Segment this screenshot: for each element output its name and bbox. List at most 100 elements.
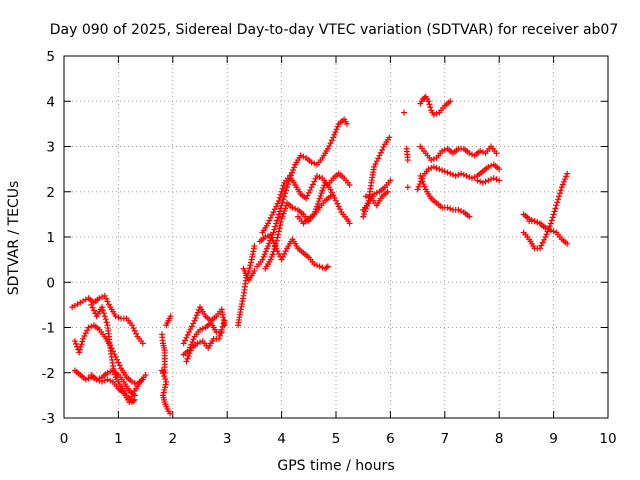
data-point xyxy=(556,190,563,197)
data-point xyxy=(279,199,286,206)
grid-lines xyxy=(64,56,608,418)
data-point xyxy=(485,177,492,184)
data-point xyxy=(362,205,369,212)
data-point xyxy=(197,339,203,346)
data-point xyxy=(187,326,194,333)
data-point xyxy=(316,263,323,270)
data-point xyxy=(371,191,378,198)
data-point xyxy=(313,203,320,210)
data-point xyxy=(312,175,319,182)
data-point xyxy=(479,149,486,156)
data-point xyxy=(384,188,391,195)
data-point xyxy=(273,245,280,252)
data-point xyxy=(248,259,254,266)
data-point xyxy=(77,343,84,350)
data-point xyxy=(139,340,146,347)
data-point xyxy=(288,169,295,176)
data-point xyxy=(564,170,571,177)
data-point xyxy=(281,250,288,257)
data-point xyxy=(466,213,473,220)
data-point xyxy=(308,184,315,191)
y-axis-label: SDTVAR / TECUs xyxy=(6,181,22,296)
data-point xyxy=(131,392,138,399)
data-point xyxy=(277,219,284,226)
data-point xyxy=(455,206,462,213)
y-tick-label: 1 xyxy=(46,230,55,246)
data-point xyxy=(361,210,368,217)
data-point xyxy=(100,310,107,317)
data-point xyxy=(167,410,174,417)
data-point xyxy=(365,194,372,201)
data-point xyxy=(280,196,287,203)
x-tick-label: 10 xyxy=(599,431,616,447)
data-point xyxy=(346,220,353,227)
data-point xyxy=(72,340,79,347)
data-point xyxy=(316,174,323,181)
data-point xyxy=(477,148,484,155)
data-point xyxy=(194,309,201,316)
data-point xyxy=(272,223,279,230)
data-point xyxy=(180,340,187,347)
data-point xyxy=(99,304,106,311)
data-points xyxy=(69,93,571,417)
data-point xyxy=(436,166,443,173)
data-point xyxy=(458,207,465,214)
data-point xyxy=(182,337,189,344)
data-point xyxy=(112,313,119,320)
data-point xyxy=(455,171,462,178)
data-point xyxy=(380,144,387,151)
data-point xyxy=(362,193,369,200)
data-point xyxy=(547,220,554,227)
data-point xyxy=(267,231,274,238)
data-point xyxy=(326,142,333,149)
data-point xyxy=(546,223,553,230)
data-point xyxy=(279,185,286,192)
data-point xyxy=(334,200,341,207)
data-point xyxy=(290,167,297,174)
data-point xyxy=(417,172,424,179)
data-point xyxy=(260,253,267,260)
data-point xyxy=(280,210,287,217)
data-point xyxy=(102,316,109,323)
data-point xyxy=(219,323,226,330)
data-point xyxy=(247,262,254,269)
data-point xyxy=(291,164,298,171)
data-point xyxy=(426,101,433,108)
data-point xyxy=(283,187,290,194)
chart-title: Day 090 of 2025, Sidereal Day-to-day VTE… xyxy=(50,22,619,38)
data-point xyxy=(103,295,110,302)
data-point xyxy=(289,204,296,211)
data-point xyxy=(275,250,282,257)
data-point xyxy=(158,367,165,374)
data-point xyxy=(474,177,481,184)
data-point xyxy=(311,160,318,167)
data-point xyxy=(105,301,112,308)
data-point xyxy=(85,324,92,331)
data-point xyxy=(550,228,557,235)
data-point xyxy=(271,206,278,213)
data-point xyxy=(220,320,227,327)
data-point xyxy=(550,211,557,218)
data-point xyxy=(265,220,271,227)
data-point xyxy=(305,189,312,196)
data-point xyxy=(246,265,253,272)
data-point xyxy=(548,217,555,224)
data-point xyxy=(186,329,193,336)
data-point xyxy=(560,178,567,185)
data-point xyxy=(81,332,88,339)
data-point xyxy=(334,123,341,130)
data-point xyxy=(266,217,273,224)
data-point xyxy=(275,211,282,218)
data-point xyxy=(559,181,566,188)
data-point xyxy=(563,173,570,180)
data-point xyxy=(274,217,281,224)
data-point xyxy=(116,362,123,369)
data-point xyxy=(221,317,228,324)
data-point xyxy=(278,188,285,195)
data-point xyxy=(373,158,380,165)
data-point xyxy=(129,378,135,385)
data-point xyxy=(330,134,337,141)
data-point xyxy=(276,225,283,232)
x-tick-label: 7 xyxy=(441,431,450,447)
data-point xyxy=(275,197,282,204)
